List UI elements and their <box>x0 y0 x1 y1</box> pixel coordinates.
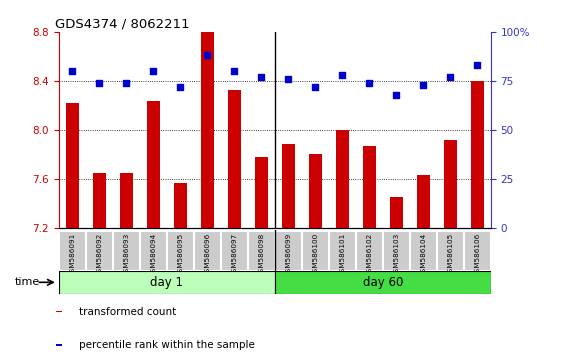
Bar <box>56 344 62 346</box>
Text: GSM586099: GSM586099 <box>286 233 291 277</box>
FancyBboxPatch shape <box>140 231 167 270</box>
Point <box>68 68 77 74</box>
Point <box>149 68 158 74</box>
Text: GSM586104: GSM586104 <box>420 233 426 277</box>
FancyBboxPatch shape <box>465 231 490 270</box>
Point <box>392 92 401 98</box>
Bar <box>201 32 214 228</box>
Text: GSM586101: GSM586101 <box>339 233 346 277</box>
Point <box>311 84 320 90</box>
Text: GDS4374 / 8062211: GDS4374 / 8062211 <box>54 18 189 31</box>
Bar <box>282 144 295 228</box>
Point <box>203 53 212 58</box>
Bar <box>335 130 349 228</box>
FancyBboxPatch shape <box>438 231 463 270</box>
Bar <box>119 173 133 228</box>
Bar <box>146 101 160 228</box>
Text: GSM586097: GSM586097 <box>231 233 237 277</box>
Bar <box>309 154 322 228</box>
Point <box>419 82 428 88</box>
Bar <box>174 183 187 228</box>
Text: day 1: day 1 <box>150 276 183 289</box>
Bar <box>66 103 79 228</box>
Bar <box>275 271 491 294</box>
Bar <box>93 173 106 228</box>
Text: GSM586093: GSM586093 <box>123 233 130 277</box>
FancyBboxPatch shape <box>411 231 436 270</box>
Text: GSM586092: GSM586092 <box>96 233 103 277</box>
Text: time: time <box>15 277 40 287</box>
Bar <box>471 81 484 228</box>
Point <box>122 80 131 86</box>
Text: GSM586106: GSM586106 <box>475 233 480 277</box>
Bar <box>255 157 268 228</box>
Point <box>338 72 347 78</box>
FancyBboxPatch shape <box>329 231 355 270</box>
Text: GSM586094: GSM586094 <box>150 233 157 277</box>
Text: percentile rank within the sample: percentile rank within the sample <box>79 340 255 350</box>
FancyBboxPatch shape <box>249 231 274 270</box>
Point <box>176 84 185 90</box>
FancyBboxPatch shape <box>356 231 383 270</box>
FancyBboxPatch shape <box>59 231 85 270</box>
Bar <box>390 197 403 228</box>
Bar <box>59 271 275 294</box>
Text: GSM586095: GSM586095 <box>177 233 183 277</box>
FancyBboxPatch shape <box>302 231 328 270</box>
FancyBboxPatch shape <box>383 231 410 270</box>
Text: GSM586091: GSM586091 <box>70 233 75 277</box>
Point <box>365 80 374 86</box>
FancyBboxPatch shape <box>222 231 247 270</box>
Bar <box>56 311 62 313</box>
FancyBboxPatch shape <box>86 231 112 270</box>
FancyBboxPatch shape <box>195 231 220 270</box>
FancyBboxPatch shape <box>113 231 139 270</box>
Text: transformed count: transformed count <box>79 307 176 317</box>
Point <box>230 68 239 74</box>
Bar <box>362 146 376 228</box>
FancyBboxPatch shape <box>275 231 301 270</box>
Point <box>257 74 266 80</box>
Text: GSM586100: GSM586100 <box>312 233 319 277</box>
Bar <box>417 175 430 228</box>
FancyBboxPatch shape <box>167 231 194 270</box>
Point <box>473 62 482 68</box>
Text: day 60: day 60 <box>363 276 403 289</box>
Bar <box>444 140 457 228</box>
Text: GSM586102: GSM586102 <box>366 233 373 277</box>
Point <box>284 76 293 82</box>
Text: GSM586103: GSM586103 <box>393 233 399 277</box>
Bar <box>228 90 241 228</box>
Point <box>446 74 455 80</box>
Text: GSM586105: GSM586105 <box>447 233 453 277</box>
Text: GSM586098: GSM586098 <box>259 233 264 277</box>
Text: GSM586096: GSM586096 <box>204 233 210 277</box>
Point <box>95 80 104 86</box>
